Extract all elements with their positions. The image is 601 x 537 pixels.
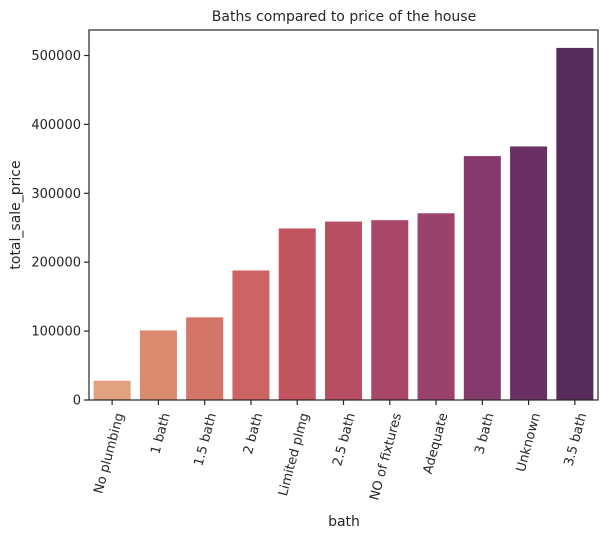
bar-unknown xyxy=(510,146,548,400)
bar-1-5-bath xyxy=(186,317,224,400)
bars xyxy=(93,47,594,400)
x-tick-label: 1.5 bath xyxy=(191,411,220,467)
bar-limited-plmg xyxy=(278,228,316,400)
x-tick-label: 3 bath xyxy=(472,411,497,455)
x-axis: No plumbing 1 bath 1.5 bath 2 bath Limited p… xyxy=(92,400,591,502)
x-tick-label: Unknown xyxy=(514,411,544,473)
bar-adequate xyxy=(417,213,455,400)
bar-no-of-fixtures xyxy=(371,220,409,400)
x-tick-label: Adequate xyxy=(421,411,452,475)
y-tick-label: 200000 xyxy=(31,256,81,271)
y-tick-label: 400000 xyxy=(31,118,81,133)
bar-2-5-bath xyxy=(324,221,363,400)
bar-3-5-bath xyxy=(556,47,594,400)
plot-frame xyxy=(88,29,599,401)
chart-title: Baths compared to price of the house xyxy=(212,9,476,25)
x-tick-label: 2.5 bath xyxy=(330,411,359,467)
x-tick-label: 1 bath xyxy=(148,411,173,455)
bar-3-bath xyxy=(463,156,501,400)
y-tick-label: 300000 xyxy=(31,187,81,202)
bar-no-plumbing xyxy=(93,380,131,400)
y-tick-label: 100000 xyxy=(31,325,81,340)
x-tick-label: No plumbing xyxy=(92,411,128,495)
x-tick-label: NO of fixtures xyxy=(367,411,405,502)
bar-1-bath xyxy=(139,330,177,400)
y-tick-label: 0 xyxy=(73,394,81,409)
bar-2-bath xyxy=(232,270,270,400)
x-tick-label: Limited plmg xyxy=(276,411,313,497)
x-axis-label: bath xyxy=(328,514,360,530)
x-tick-label: 2 bath xyxy=(241,411,266,455)
y-axis-label: total_sale_price xyxy=(8,160,24,269)
y-tick-label: 500000 xyxy=(31,49,81,64)
y-axis: 0 100000 200000 300000 400000 500000 xyxy=(31,49,89,409)
x-tick-label: 3.5 bath xyxy=(562,411,591,467)
